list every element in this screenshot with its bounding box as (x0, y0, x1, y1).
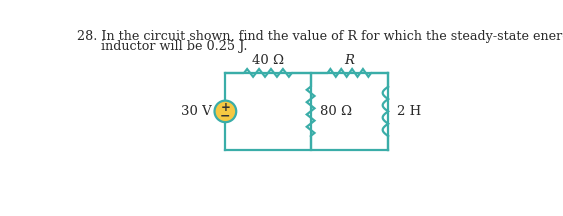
Text: −: − (220, 109, 231, 122)
Text: inductor will be 0.25 J.: inductor will be 0.25 J. (77, 40, 247, 53)
Text: 2 H: 2 H (397, 105, 422, 118)
Text: R: R (345, 54, 354, 67)
Text: 28. In the circuit shown, find the value of R for which the steady-state energy : 28. In the circuit shown, find the value… (77, 30, 563, 43)
Text: 40 Ω: 40 Ω (252, 54, 284, 67)
Text: 80 Ω: 80 Ω (320, 105, 352, 118)
Text: +: + (221, 101, 230, 114)
Text: 30 V: 30 V (181, 105, 212, 118)
Circle shape (215, 101, 236, 122)
